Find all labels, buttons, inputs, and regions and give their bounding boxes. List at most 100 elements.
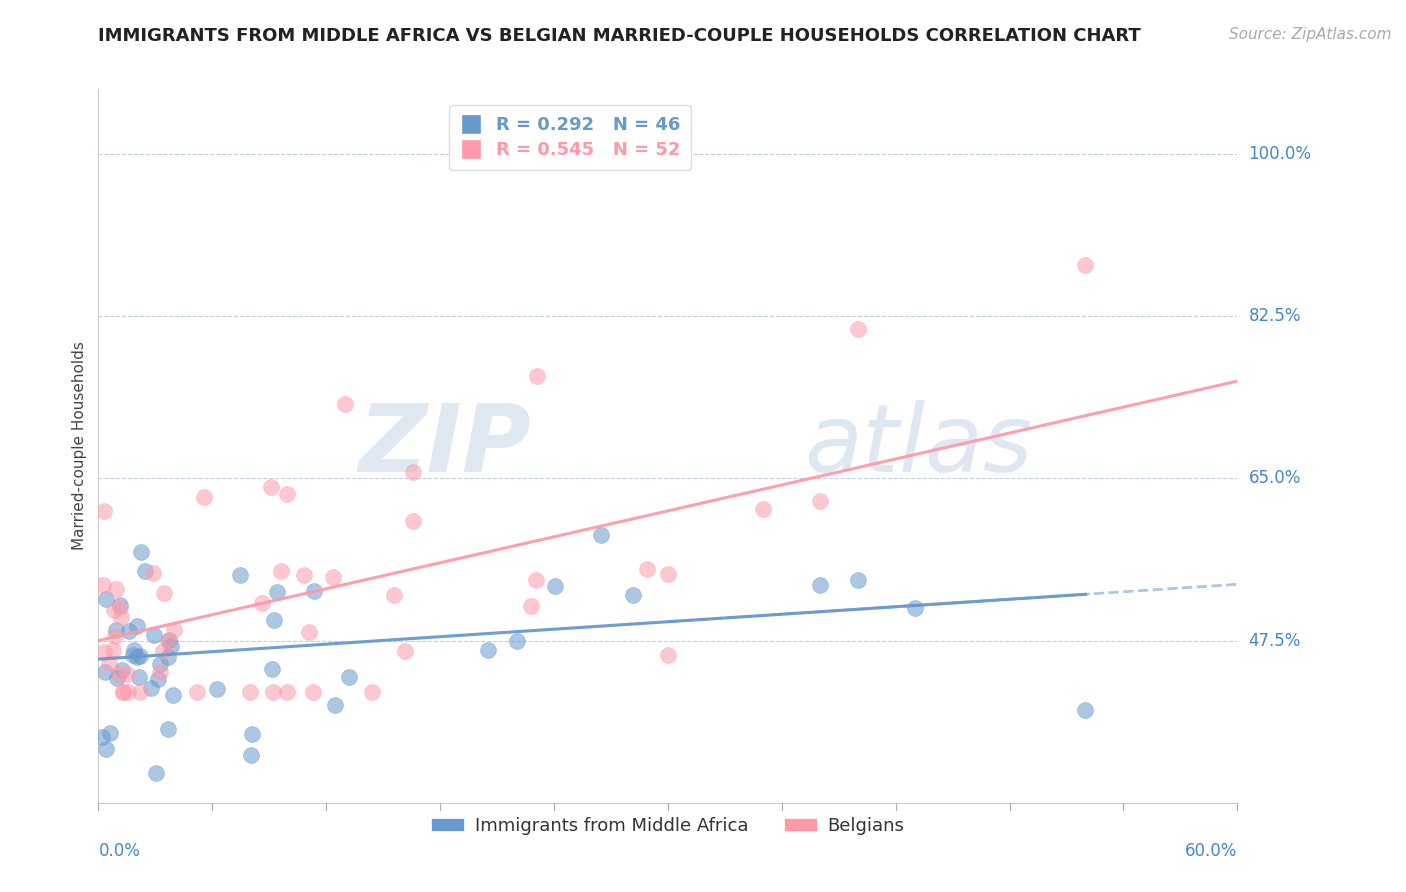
Point [94, 591, 117, 606]
Text: ZIP: ZIP [359, 400, 531, 492]
Point [394, 644, 416, 658]
Point [526, 369, 548, 384]
Point [250, 596, 273, 610]
Point [382, 588, 405, 602]
Text: 100.0%: 100.0% [1249, 145, 1312, 163]
Point [156, 722, 179, 736]
Point [335, 397, 357, 411]
Point [589, 528, 612, 542]
Point [657, 648, 679, 662]
Point [276, 684, 298, 698]
Point [111, 684, 134, 698]
Point [98, 726, 121, 740]
Point [101, 643, 124, 657]
Point [108, 599, 131, 613]
Legend: Immigrants from Middle Africa, Belgians: Immigrants from Middle Africa, Belgians [422, 807, 914, 844]
Point [122, 643, 145, 657]
Point [229, 567, 252, 582]
Point [129, 649, 152, 664]
Text: 0.0%: 0.0% [98, 842, 141, 860]
Point [1074, 703, 1097, 717]
Point [520, 599, 543, 613]
Point [105, 623, 128, 637]
Point [149, 657, 172, 671]
Point [111, 663, 134, 677]
Point [157, 633, 180, 648]
Text: 65.0%: 65.0% [1249, 469, 1301, 487]
Point [145, 765, 167, 780]
Point [262, 684, 284, 698]
Point [115, 667, 138, 681]
Point [297, 625, 319, 640]
Point [105, 671, 128, 685]
Point [657, 566, 679, 581]
Point [360, 684, 382, 698]
Point [808, 494, 831, 508]
Point [129, 545, 152, 559]
Text: atlas: atlas [804, 401, 1033, 491]
Point [270, 564, 292, 578]
Point [162, 688, 184, 702]
Point [302, 584, 325, 599]
Point [117, 684, 139, 698]
Point [91, 578, 114, 592]
Point [322, 570, 344, 584]
Point [239, 684, 262, 698]
Point [302, 684, 325, 698]
Point [808, 578, 831, 592]
Point [128, 670, 150, 684]
Point [127, 619, 149, 633]
Point [110, 609, 132, 624]
Text: Source: ZipAtlas.com: Source: ZipAtlas.com [1229, 27, 1392, 42]
Point [337, 670, 360, 684]
Text: 82.5%: 82.5% [1249, 307, 1301, 326]
Point [117, 624, 139, 639]
Point [402, 465, 425, 479]
Point [108, 667, 131, 681]
Point [104, 629, 127, 643]
Point [846, 322, 869, 336]
Point [506, 633, 529, 648]
Point [266, 585, 288, 599]
Point [260, 480, 283, 494]
Point [477, 643, 499, 657]
Point [94, 665, 117, 680]
Point [621, 588, 644, 602]
Text: 60.0%: 60.0% [1185, 842, 1237, 860]
Point [104, 582, 127, 596]
Point [193, 490, 215, 504]
Point [139, 681, 162, 695]
Point [205, 682, 228, 697]
Point [163, 624, 186, 638]
Point [323, 698, 346, 713]
Point [94, 741, 117, 756]
Point [142, 566, 165, 580]
Point [108, 600, 131, 615]
Point [153, 585, 176, 599]
Point [134, 565, 156, 579]
Y-axis label: Married-couple Households: Married-couple Households [72, 342, 87, 550]
Point [752, 502, 775, 516]
Point [159, 640, 181, 654]
Point [97, 656, 120, 670]
Point [149, 665, 172, 679]
Point [121, 648, 143, 663]
Point [186, 684, 208, 698]
Point [402, 514, 425, 528]
Point [146, 672, 169, 686]
Point [524, 573, 547, 587]
Point [142, 627, 165, 641]
Point [156, 649, 179, 664]
Point [263, 613, 285, 627]
Point [128, 684, 150, 698]
Point [636, 562, 658, 576]
Point [260, 662, 283, 676]
Point [152, 644, 174, 658]
Point [91, 731, 114, 745]
Point [111, 684, 134, 698]
Point [239, 748, 262, 763]
Point [93, 645, 115, 659]
Text: IMMIGRANTS FROM MIDDLE AFRICA VS BELGIAN MARRIED-COUPLE HOUSEHOLDS CORRELATION C: IMMIGRANTS FROM MIDDLE AFRICA VS BELGIAN… [98, 27, 1142, 45]
Point [276, 487, 298, 501]
Text: 47.5%: 47.5% [1249, 632, 1301, 649]
